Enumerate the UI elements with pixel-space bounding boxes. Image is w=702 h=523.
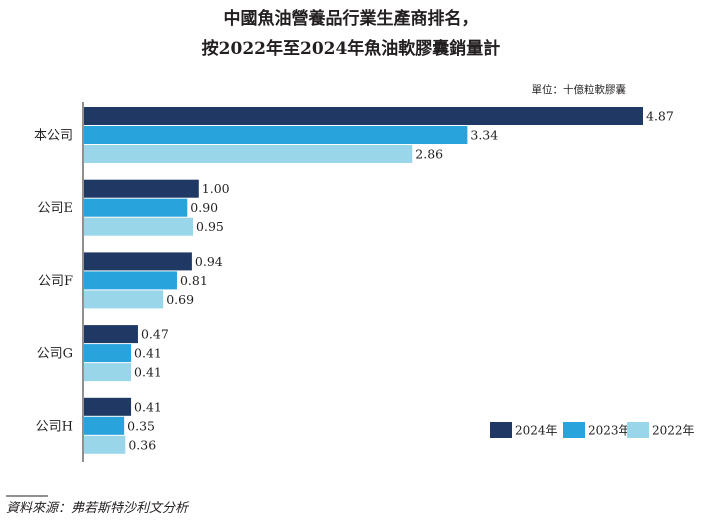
bar-3-2 [84, 363, 132, 382]
bar-2-0 [84, 252, 192, 271]
unit-label: 單位：十億粒軟膠囊 [532, 83, 627, 96]
bars-group: 本公司 4.87 3.34 2.86 公司E 1.00 0.90 0.95 公司F 0.94 0.8… [34, 107, 674, 454]
category-label-1: 公司E [38, 201, 74, 216]
value-label-4-2: 0.36 [128, 437, 156, 452]
value-label-3-0: 0.47 [141, 327, 169, 342]
bar-0-2 [84, 145, 413, 163]
legend-swatch-2 [627, 422, 649, 438]
chart-title-line2: 按2022年至2024年魚油軟膠囊銷量計 [202, 38, 501, 59]
category-label-2: 公司F [38, 274, 73, 289]
legend-swatch-0 [490, 422, 512, 438]
legend: 2024年 2023年 2022年 [490, 422, 695, 438]
value-label-1-2: 0.95 [196, 219, 224, 234]
legend-swatch-1 [563, 422, 585, 438]
value-label-4-1: 0.35 [127, 418, 155, 433]
value-label-0-2: 2.86 [415, 147, 443, 162]
category-label-0: 本公司 [34, 129, 73, 144]
category-label-3: 公司G [37, 347, 73, 362]
bar-3-1 [84, 344, 132, 363]
value-label-2-1: 0.81 [180, 273, 208, 288]
value-label-1-0: 1.00 [202, 181, 230, 196]
value-label-3-2: 0.41 [134, 365, 162, 380]
chart-title-line1: 中國魚油營養品行業生產商排名， [224, 8, 479, 29]
bar-4-1 [84, 416, 125, 435]
value-label-2-2: 0.69 [166, 292, 194, 307]
bar-2-1 [84, 271, 177, 290]
bar-1-1 [84, 198, 188, 217]
category-label-4: 公司H [36, 419, 73, 434]
bar-3-0 [84, 325, 138, 344]
legend-label-2: 2022年 [652, 424, 695, 438]
bar-0-1 [84, 126, 468, 144]
value-label-3-1: 0.41 [134, 346, 162, 361]
bar-4-0 [84, 397, 132, 416]
bar-1-0 [84, 179, 199, 198]
bar-2-2 [84, 290, 164, 309]
value-label-4-0: 0.41 [134, 399, 162, 414]
value-label-2-0: 0.94 [195, 254, 223, 269]
value-label-1-1: 0.90 [190, 200, 218, 215]
source-note: 資料來源：弗若斯特沙利文分析 [6, 500, 190, 516]
value-label-0-1: 3.34 [470, 128, 498, 143]
bar-0-0 [84, 107, 643, 125]
value-label-0-0: 4.87 [646, 109, 674, 124]
bar-1-2 [84, 217, 194, 236]
legend-label-1: 2023年 [588, 424, 631, 438]
bar-4-2 [84, 435, 126, 454]
legend-label-0: 2024年 [515, 424, 558, 438]
